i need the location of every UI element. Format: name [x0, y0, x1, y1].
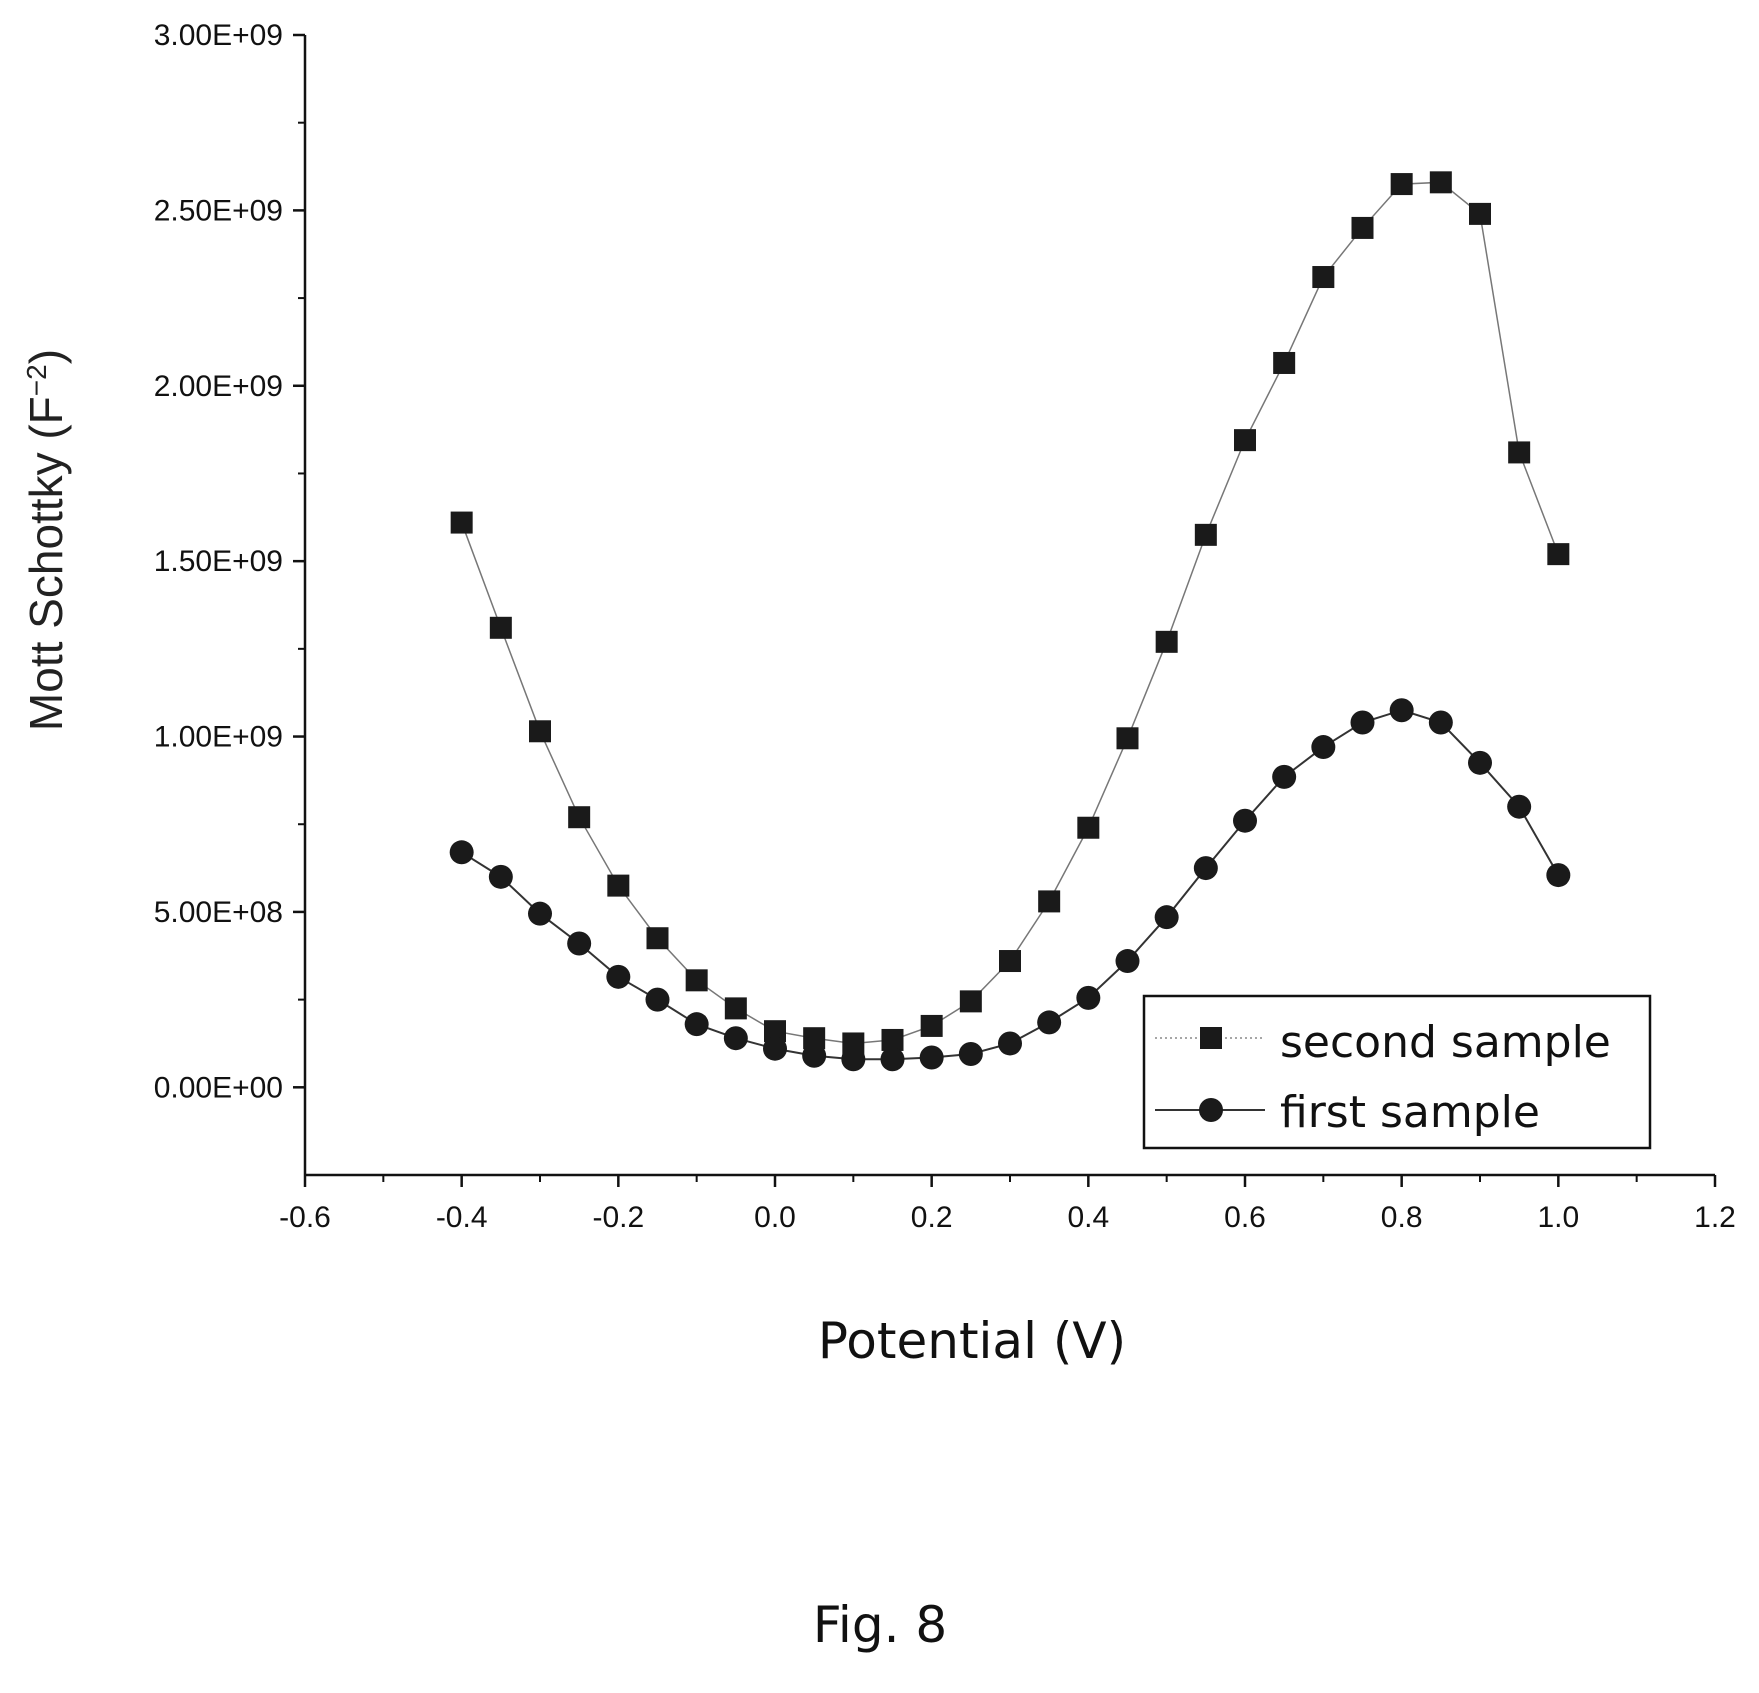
series-line-second-sample — [460, 181, 1560, 1045]
data-point-second-sample — [607, 874, 630, 897]
x-tick-label: 0.8 — [1381, 1201, 1423, 1234]
legend: second sample first sample — [1142, 994, 1652, 1150]
x-tick-label: 0.6 — [1224, 1201, 1266, 1234]
data-point-first-sample — [958, 1041, 983, 1066]
data-point-second-sample — [1469, 202, 1491, 225]
y-tick-label: 2.50E+09 — [154, 194, 283, 227]
y-tick-label: 0.00E+00 — [154, 1071, 283, 1104]
y-tick-label: 2.00E+09 — [154, 370, 283, 403]
y-tick-label: 5.00E+08 — [154, 896, 283, 929]
data-point-first-sample — [1428, 710, 1453, 735]
data-point-first-sample — [645, 987, 670, 1012]
data-point-first-sample — [606, 964, 631, 989]
data-point-second-sample — [1077, 816, 1100, 839]
x-tick-label: -0.4 — [436, 1201, 488, 1234]
data-point-second-sample — [881, 1028, 904, 1051]
data-point-first-sample — [880, 1047, 905, 1072]
data-point-first-sample — [1507, 794, 1532, 819]
data-point-second-sample — [1429, 171, 1452, 194]
data-point-first-sample — [1154, 905, 1179, 930]
data-point-second-sample — [1194, 523, 1217, 546]
data-point-second-sample — [1508, 441, 1531, 464]
data-point-first-sample — [1350, 710, 1375, 735]
x-axis-ticks: -0.6 -0.4 -0.2 0.0 0.2 0.4 0.6 0.8 1.0 1.2 — [279, 1175, 1736, 1234]
data-point-second-sample — [1312, 266, 1335, 289]
data-point-first-sample — [684, 1012, 709, 1037]
data-point-second-sample — [959, 990, 982, 1013]
data-point-second-sample — [724, 997, 747, 1020]
legend-label-second-sample: second sample — [1280, 1017, 1611, 1068]
data-point-first-sample — [1311, 735, 1336, 760]
data-point-second-sample — [646, 927, 669, 950]
data-point-second-sample — [920, 1014, 943, 1037]
legend-marker-square — [1200, 1027, 1222, 1049]
data-point-second-sample — [764, 1020, 786, 1043]
data-point-first-sample — [449, 840, 474, 865]
y-axis-title: Mott Schottky (F−2) — [20, 349, 72, 731]
data-point-first-sample — [488, 864, 513, 889]
legend-marker-circle — [1199, 1098, 1223, 1122]
data-point-first-sample — [723, 1026, 748, 1051]
data-point-first-sample — [1546, 863, 1571, 888]
x-tick-label: 0.4 — [1067, 1201, 1109, 1234]
x-tick-label: 0.0 — [754, 1201, 796, 1234]
data-point-first-sample — [763, 1036, 787, 1061]
data-point-first-sample — [1076, 985, 1101, 1010]
data-point-first-sample — [528, 901, 552, 926]
data-point-second-sample — [685, 969, 708, 992]
x-tick-label: -0.2 — [592, 1201, 644, 1234]
legend-box — [1142, 994, 1652, 1150]
data-point-first-sample — [1389, 698, 1414, 723]
data-point-second-sample — [803, 1027, 826, 1050]
data-point-second-sample — [529, 720, 551, 743]
series-layer — [449, 171, 1571, 1072]
data-point-first-sample — [802, 1043, 827, 1068]
data-point-first-sample — [998, 1031, 1022, 1056]
plot-area: 0.00E+00 5.00E+08 1.00E+09 1.50E+09 2.00E+09… — [154, 19, 1736, 1234]
y-tick-label: 1.50E+09 — [154, 545, 283, 578]
y-axis-ticks: 0.00E+00 5.00E+08 1.00E+09 1.50E+09 2.00E+09… — [154, 19, 305, 1104]
data-point-second-sample — [1038, 890, 1061, 913]
data-point-first-sample — [841, 1047, 866, 1072]
x-tick-label: 0.2 — [911, 1201, 953, 1234]
figure-caption: Fig. 8 — [813, 1596, 947, 1654]
x-tick-label: 1.0 — [1537, 1201, 1579, 1234]
data-point-second-sample — [1116, 727, 1139, 750]
data-point-first-sample — [567, 931, 592, 956]
x-tick-label: 1.2 — [1694, 1201, 1736, 1234]
data-point-first-sample — [1272, 764, 1297, 789]
data-point-first-sample — [1115, 949, 1140, 974]
y-tick-label: 3.00E+09 — [154, 19, 283, 52]
x-axis-title: Potential (V) — [818, 1312, 1126, 1370]
data-point-second-sample — [1351, 216, 1374, 239]
data-point-second-sample — [1234, 429, 1256, 452]
data-point-second-sample — [999, 950, 1021, 973]
y-tick-label: 1.00E+09 — [154, 721, 283, 754]
data-point-first-sample — [1193, 856, 1218, 881]
data-point-second-sample — [1155, 630, 1178, 653]
data-point-second-sample — [489, 616, 512, 639]
data-point-first-sample — [919, 1045, 944, 1070]
data-point-first-sample — [1037, 1010, 1062, 1035]
x-tick-label: -0.6 — [279, 1201, 331, 1234]
legend-label-first-sample: first sample — [1280, 1087, 1540, 1138]
data-point-first-sample — [1468, 750, 1492, 775]
data-point-second-sample — [1273, 351, 1296, 374]
data-point-first-sample — [1233, 808, 1257, 833]
data-point-second-sample — [1390, 173, 1413, 196]
data-point-second-sample — [568, 806, 591, 829]
data-point-second-sample — [450, 511, 473, 534]
data-point-second-sample — [1547, 543, 1570, 566]
